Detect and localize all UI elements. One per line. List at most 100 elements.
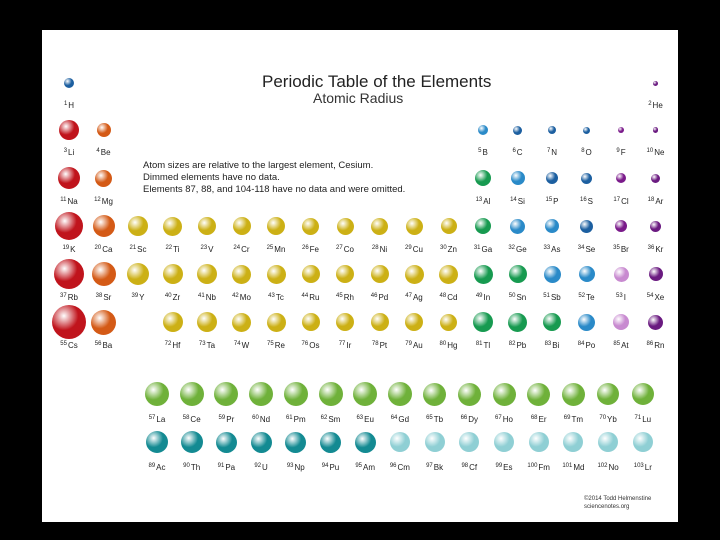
atomic-number: 9 [616, 148, 620, 154]
element-label-tm: 69Tm [564, 415, 583, 424]
element-label-s: 16S [580, 197, 593, 206]
atomic-number: 90 [183, 463, 190, 469]
element-label-ga: 31Ga [474, 245, 492, 254]
element-label-mg: 12Mg [94, 197, 113, 206]
element-label-pb: 82Pb [509, 341, 526, 350]
element-symbol: Cs [67, 341, 78, 350]
atomic-number: 14 [510, 197, 517, 203]
element-symbol: Ti [173, 245, 180, 254]
element-symbol: Tm [571, 415, 584, 424]
element-symbol: Mo [239, 293, 251, 302]
element-label-fm: 100Fm [527, 463, 550, 472]
page-title: Periodic Table of the Elements [262, 72, 492, 91]
atomic-number: 101 [562, 463, 573, 469]
element-label-rb: 37Rb [60, 293, 78, 302]
atomic-number: 82 [508, 341, 516, 347]
element-symbol: Ru [309, 293, 320, 302]
element-symbol: Zr [172, 293, 181, 302]
element-symbol: Lr [644, 463, 652, 472]
atomic-number: 12 [94, 197, 101, 203]
atom-fm [528, 432, 549, 452]
atomic-number: 100 [527, 463, 538, 469]
atom-bi [543, 313, 561, 331]
atomic-number: 23 [200, 245, 208, 251]
element-symbol: At [621, 341, 629, 350]
atomic-number: 15 [545, 197, 553, 203]
atomic-number: 4 [96, 148, 100, 154]
element-symbol: Ca [102, 245, 113, 254]
element-label-ho: 67Ho [495, 415, 513, 424]
atom-ga [475, 218, 491, 234]
atom-lr [632, 432, 653, 452]
element-label-dy: 66Dy [461, 415, 478, 424]
atomic-number: 6 [512, 148, 516, 154]
element-symbol: Tb [433, 415, 444, 424]
atom-pm [283, 382, 308, 406]
atomic-number: 36 [647, 245, 655, 251]
element-symbol: N [551, 148, 558, 157]
atom-h [64, 78, 74, 88]
element-symbol: Sm [328, 415, 341, 424]
element-label-tb: 65Tb [426, 415, 443, 424]
element-label-kr: 36Kr [648, 245, 664, 254]
element-label-os: 76Os [302, 341, 320, 350]
element-label-ni: 28Ni [372, 245, 387, 254]
element-label-as: 33As [543, 245, 560, 254]
element-label-mo: 42Mo [232, 293, 251, 302]
atom-u [250, 431, 272, 453]
atomic-number: 73 [198, 341, 206, 347]
atom-rn [648, 314, 663, 330]
element-label-rn: 86Rn [647, 341, 665, 350]
atom-cf [459, 432, 480, 452]
element-symbol: Si [517, 197, 525, 206]
element-symbol: Sb [550, 293, 561, 302]
element-symbol: Ir [346, 341, 352, 350]
element-symbol: Br [620, 245, 629, 254]
atomic-number: 52 [578, 293, 586, 299]
atomic-number: 24 [233, 245, 241, 251]
atomic-number: 47 [405, 293, 412, 299]
atom-ag [404, 264, 424, 284]
element-symbol: As [551, 245, 561, 254]
element-symbol: La [156, 415, 166, 424]
atomic-number: 30 [439, 245, 447, 251]
atomic-number: 92 [254, 463, 262, 469]
element-symbol: Na [67, 197, 78, 206]
atomic-number: 53 [616, 293, 623, 299]
atom-dy [457, 382, 481, 406]
element-label-c: 6C [512, 148, 522, 157]
atom-w [232, 312, 251, 332]
atom-n [548, 126, 556, 134]
atomic-number: 59 [218, 415, 226, 421]
element-symbol: Mg [101, 197, 113, 206]
element-label-he: 2He [648, 101, 663, 110]
atomic-number: 21 [129, 245, 137, 251]
note-line-1: Atom sizes are relative to the largest e… [143, 160, 374, 171]
element-symbol: Ce [190, 415, 201, 424]
atomic-number: 91 [217, 463, 225, 469]
atom-er [527, 382, 551, 406]
element-symbol: Re [274, 341, 285, 350]
atomic-number: 61 [285, 415, 293, 421]
atom-si [510, 171, 525, 185]
element-symbol: Au [412, 341, 423, 350]
atom-sr [91, 262, 116, 286]
atom-i [613, 266, 629, 282]
element-symbol: Sc [137, 245, 147, 254]
element-symbol: I [623, 293, 626, 302]
element-label-cr: 24Cr [233, 245, 249, 254]
page-subtitle: Atomic Radius [313, 90, 404, 106]
atom-at [613, 314, 629, 330]
atomic-number: 55 [60, 341, 67, 347]
element-label-f: 9F [616, 148, 625, 157]
atom-al [475, 170, 491, 186]
atomic-number: 94 [321, 463, 329, 469]
element-label-sr: 38Sr [96, 293, 112, 302]
element-label-rh: 45Rh [336, 293, 354, 302]
element-symbol: Yb [607, 415, 617, 424]
element-symbol: Es [503, 463, 513, 472]
element-symbol: Bi [552, 341, 560, 350]
element-label-nd: 60Nd [252, 415, 270, 424]
element-label-po: 84Po [578, 341, 595, 350]
atomic-number: 63 [356, 415, 364, 421]
